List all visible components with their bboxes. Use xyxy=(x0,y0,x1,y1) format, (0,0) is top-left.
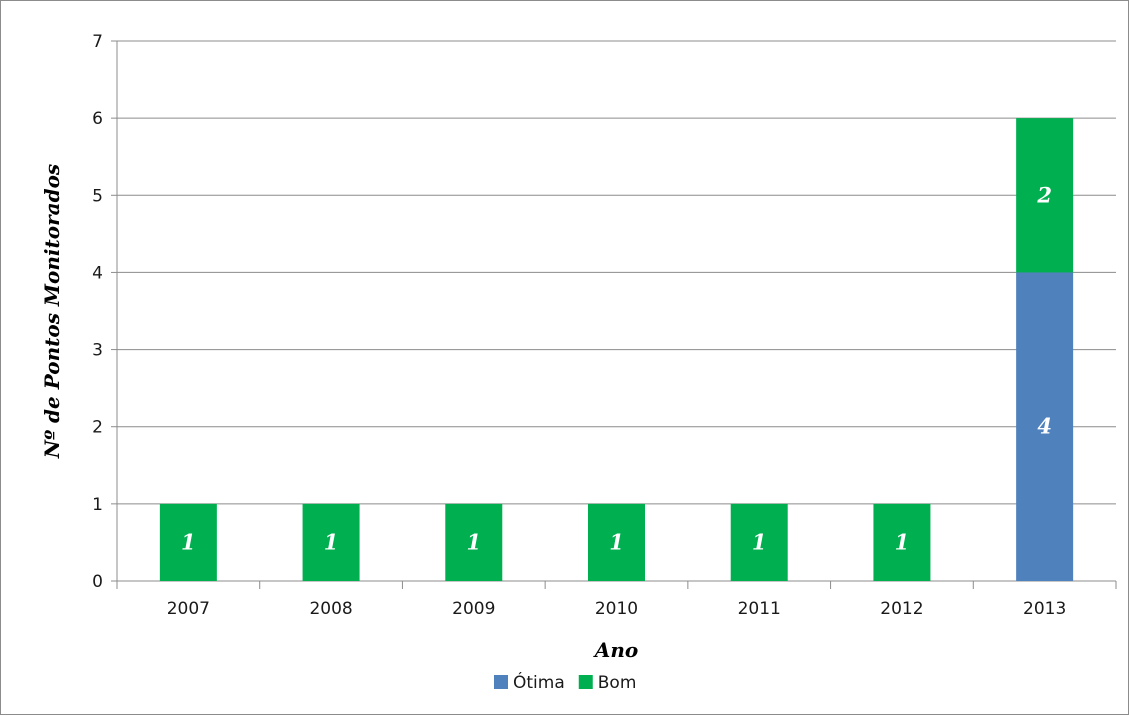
legend-swatch-bom xyxy=(578,675,593,689)
y-tick-label: 0 xyxy=(92,572,103,592)
bar-bom-2010 xyxy=(588,503,645,581)
x-axis-title: Ano xyxy=(593,638,638,662)
legend-swatch-tima xyxy=(494,675,508,689)
legend-label: Ótima xyxy=(513,671,565,693)
x-tick-label: 2008 xyxy=(309,599,352,619)
bar-bom-2013 xyxy=(1016,118,1074,273)
y-tick-label: 7 xyxy=(92,32,103,52)
y-tick-label: 6 xyxy=(92,109,103,129)
x-tick-label: 2009 xyxy=(452,599,495,619)
y-tick-label: 1 xyxy=(92,495,103,515)
bar-bom-2009 xyxy=(445,503,503,581)
data-label: 1 xyxy=(752,529,767,554)
y-axis-title: Nº de Pontos Monitorados xyxy=(40,164,64,459)
x-tick-label: 2007 xyxy=(167,599,210,619)
x-tick-label: 2013 xyxy=(1023,599,1066,619)
y-tick-label: 2 xyxy=(92,418,103,438)
legend-label: Bom xyxy=(598,673,637,693)
y-tick-label: 4 xyxy=(92,263,103,283)
y-tick-label: 5 xyxy=(92,186,103,206)
data-label: 1 xyxy=(181,529,196,554)
x-tick-label: 2010 xyxy=(595,599,638,619)
data-label: 4 xyxy=(1037,414,1052,439)
y-tick-label: 3 xyxy=(92,341,103,361)
x-tick-label: 2012 xyxy=(880,599,923,619)
data-label: 1 xyxy=(324,529,339,554)
data-label: 2 xyxy=(1036,182,1052,207)
bar-bom-2012 xyxy=(873,503,931,581)
bar-bom-2007 xyxy=(159,503,217,581)
x-tick-label: 2011 xyxy=(738,599,781,619)
data-label: 1 xyxy=(895,529,910,554)
bar-bom-2011 xyxy=(730,503,788,581)
data-label: 1 xyxy=(466,529,481,554)
bar-tima-2013 xyxy=(1016,272,1074,581)
data-label: 1 xyxy=(609,529,624,554)
bar-bom-2008 xyxy=(302,503,360,581)
